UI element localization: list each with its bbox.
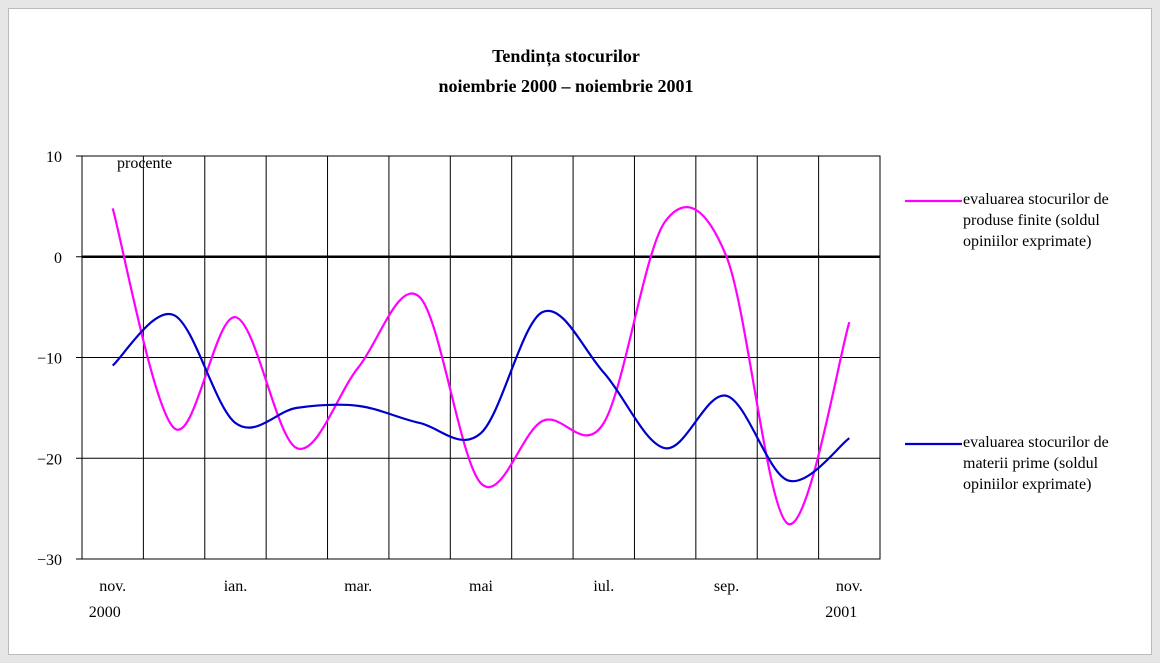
x-tick-label-line: nov. bbox=[99, 578, 126, 595]
y-tick-label: −30 bbox=[37, 552, 62, 569]
legend-label: evaluarea stocurilor de produse finite (… bbox=[963, 191, 1109, 250]
x-tick-label-line: sep. bbox=[714, 578, 739, 595]
y-tick-label: −20 bbox=[37, 451, 62, 468]
x-tick-label-line: iul. bbox=[593, 578, 614, 595]
series-line bbox=[111, 206, 851, 525]
series-line bbox=[111, 309, 850, 483]
x-tick-label: mar. bbox=[344, 578, 372, 595]
y-tick-label: 10 bbox=[46, 149, 62, 166]
y-tick-label: −10 bbox=[37, 351, 62, 368]
x-tick-label-line: mai bbox=[469, 578, 494, 595]
x-tick-label-line: 2000 bbox=[89, 604, 121, 621]
x-tick-label: iul. bbox=[593, 578, 614, 595]
y-axis-label: procente bbox=[117, 155, 172, 172]
x-tick-label-line: mar. bbox=[344, 578, 372, 595]
x-tick-label: nov. 2000 bbox=[89, 578, 126, 621]
x-tick-label: nov. 2001 bbox=[825, 578, 862, 621]
x-tick-label: mai bbox=[469, 578, 494, 595]
x-tick-label: ian. bbox=[224, 578, 248, 595]
x-tick-label-line: 2001 bbox=[825, 604, 857, 621]
chart-subtitle: noiembrie 2000 – noiembrie 2001 bbox=[439, 76, 694, 96]
x-tick-label-line: nov. bbox=[836, 578, 863, 595]
x-tick-label: sep. bbox=[714, 578, 739, 595]
chart-title: Tendința stocurilor bbox=[492, 46, 640, 67]
legend-label: evaluarea stocurilor de materii prime (s… bbox=[963, 434, 1109, 493]
chart-panel bbox=[8, 8, 1152, 655]
x-tick-label-line: ian. bbox=[224, 578, 248, 595]
y-tick-label: 0 bbox=[54, 250, 62, 267]
